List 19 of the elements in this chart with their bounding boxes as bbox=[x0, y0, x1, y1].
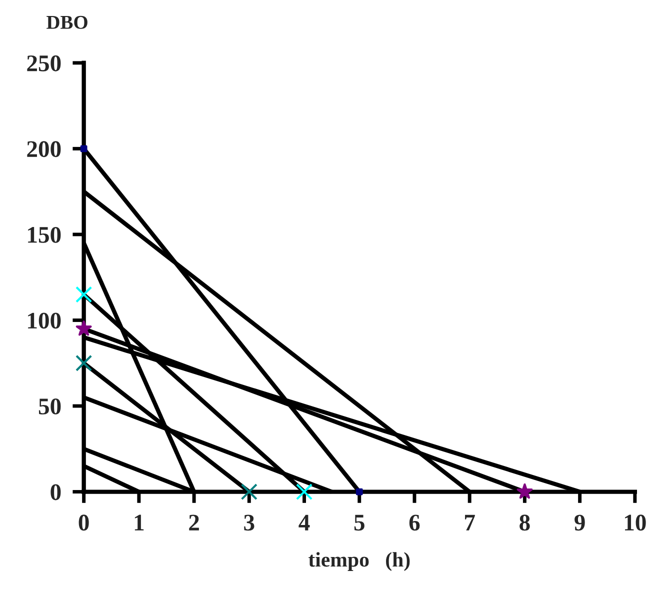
x-tick-label: 7 bbox=[465, 514, 475, 530]
y-tick-label: 250 bbox=[27, 55, 61, 72]
x-tick-label: 5 bbox=[354, 514, 364, 531]
x-tick-label: 6 bbox=[409, 514, 420, 531]
x-tick-label: 2 bbox=[189, 514, 199, 530]
x-tick-label: 0 bbox=[78, 514, 89, 531]
x-tick-label: 10 bbox=[625, 514, 646, 531]
y-tick-label: 50 bbox=[38, 398, 61, 414]
x-tick-label: 1 bbox=[134, 514, 144, 530]
y-axis-title: DBO bbox=[46, 16, 88, 29]
y-tick-label: 150 bbox=[28, 226, 61, 243]
x-axis-title: tiempo (h) bbox=[308, 552, 410, 571]
x-tick-label: 8 bbox=[520, 514, 530, 531]
y-tick-label: 0 bbox=[50, 484, 61, 500]
y-tick-label: 200 bbox=[27, 141, 61, 158]
x-tick-label: 4 bbox=[298, 514, 310, 530]
x-tick-label: 9 bbox=[574, 514, 585, 531]
y-tick-label: 100 bbox=[28, 312, 61, 329]
x-tick-label: 3 bbox=[244, 514, 254, 531]
